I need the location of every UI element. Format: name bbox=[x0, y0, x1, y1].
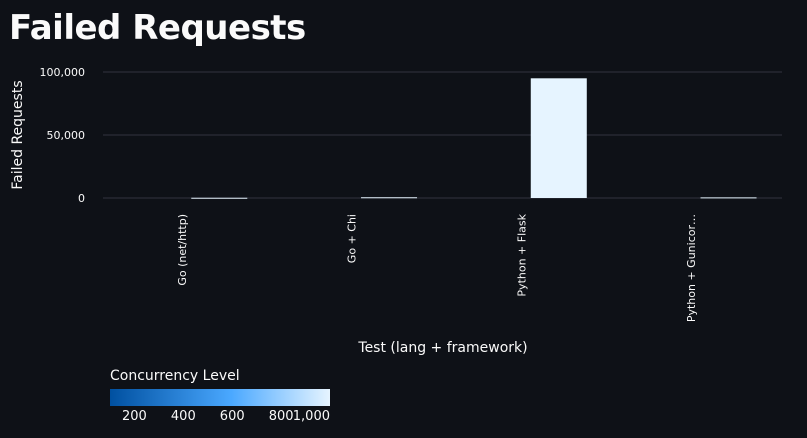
y-tick-label: 0 bbox=[78, 192, 85, 205]
x-tick-label: Go + Chi bbox=[346, 214, 359, 263]
colorbar bbox=[110, 389, 330, 406]
bar bbox=[530, 78, 587, 198]
legend-tick-label: 600 bbox=[220, 409, 245, 424]
x-tick-label: Python + Gunicor… bbox=[685, 214, 698, 322]
y-tick-label: 50,000 bbox=[47, 129, 86, 142]
legend-tick-label: 800 bbox=[269, 409, 294, 424]
y-axis-title: Failed Requests bbox=[10, 80, 26, 189]
legend-tick-label: 1,000 bbox=[293, 409, 330, 424]
legend-tick-label: 200 bbox=[122, 409, 147, 424]
grid-layer bbox=[103, 71, 782, 199]
bar bbox=[361, 197, 418, 199]
page-title: Failed Requests bbox=[9, 8, 306, 48]
x-tick-labels: Go (net/http) Go + Chi Python + Flask Pytho… bbox=[176, 213, 698, 322]
colorbar-legend: Concurrency Level 200 400 600 800 1,000 bbox=[110, 368, 330, 424]
bar bbox=[700, 197, 757, 199]
bars bbox=[191, 78, 757, 199]
x-tick-label: Go (net/http) bbox=[176, 214, 189, 286]
y-tick-label: 100,000 bbox=[40, 66, 86, 79]
x-axis-title: Test (lang + framework) bbox=[357, 340, 527, 356]
bar bbox=[191, 197, 248, 199]
legend-title: Concurrency Level bbox=[110, 368, 240, 384]
legend-tick-label: 400 bbox=[171, 409, 196, 424]
legend-tick-labels: 200 400 600 800 1,000 bbox=[122, 409, 330, 424]
x-tick-label: Python + Flask bbox=[515, 213, 528, 296]
y-tick-labels: 0 50,000 100,000 bbox=[40, 66, 86, 205]
